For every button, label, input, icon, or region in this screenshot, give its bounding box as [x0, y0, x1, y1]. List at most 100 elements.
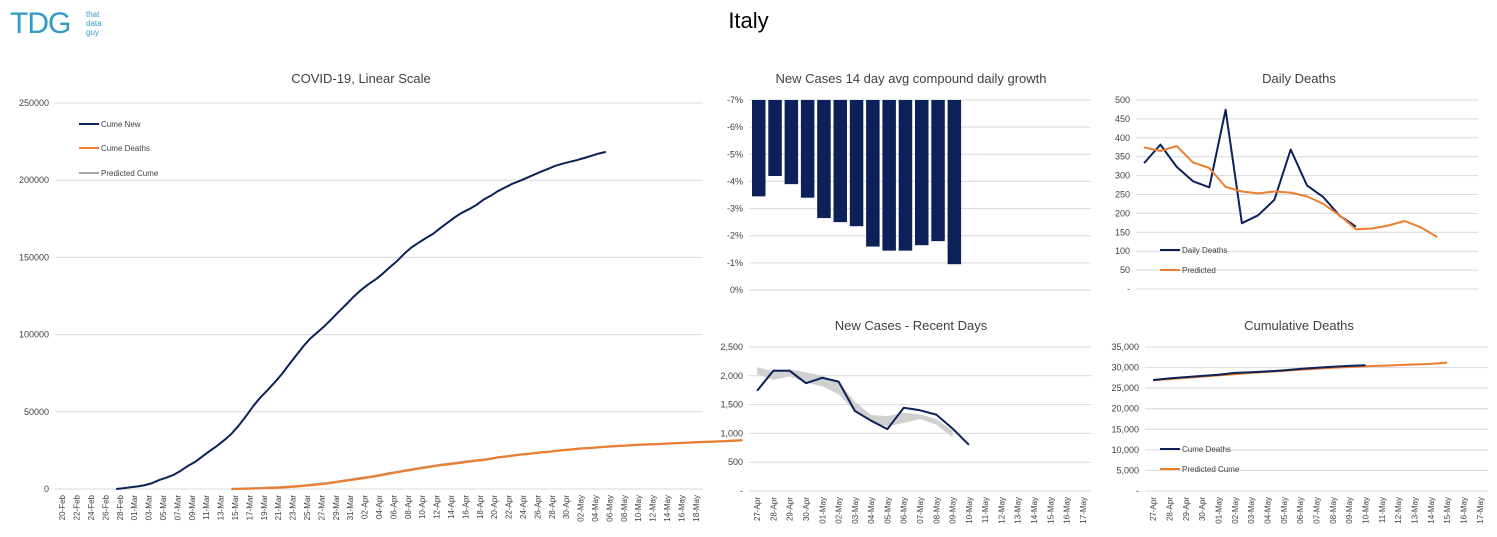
x-tick-label: 09-May	[949, 497, 958, 524]
x-tick-label: 12-May	[997, 497, 1006, 524]
y-tick-label: -4%	[727, 176, 743, 186]
bar	[752, 100, 766, 197]
x-tick-label: 13-May	[1014, 497, 1023, 524]
x-tick-label: 04-May	[867, 497, 876, 524]
legend-label: Predicted	[1182, 266, 1216, 275]
x-tick-label: 11-May	[1378, 497, 1387, 523]
x-tick-label: 16-Apr	[461, 495, 470, 519]
x-tick-label: 05-May	[1280, 497, 1289, 524]
x-tick-label: 20-Feb	[58, 494, 67, 520]
x-tick-label: 04-Apr	[375, 495, 384, 519]
x-tick-label: 08-Apr	[404, 495, 413, 519]
x-tick-label: 22-Apr	[505, 495, 514, 519]
x-tick-label: 15-Mar	[231, 495, 240, 521]
x-tick-label: 20-Apr	[490, 495, 499, 519]
y-tick-label: 15,000	[1111, 424, 1139, 434]
y-tick-label: -7%	[727, 95, 743, 105]
x-tick-label: 10-Apr	[418, 495, 427, 519]
x-tick-label: 11-May	[981, 497, 990, 523]
bar	[784, 100, 799, 185]
x-tick-label: 26-Feb	[101, 494, 110, 520]
chart-title: Daily Deaths	[1262, 71, 1336, 86]
x-tick-label: 02-May	[835, 497, 844, 524]
x-tick-label: 27-Apr	[753, 497, 762, 521]
tdg-logo: TDG that data guy	[10, 6, 110, 42]
y-tick-label: 500	[1115, 95, 1130, 105]
x-tick-label: 11-Mar	[202, 495, 211, 520]
x-tick-label: 29-Apr	[786, 497, 795, 521]
series-line	[1143, 108, 1357, 228]
x-tick-label: 08-May	[620, 495, 629, 522]
logo-tagline: that data guy	[86, 10, 102, 37]
x-tick-label: 16-May	[677, 495, 686, 522]
x-tick-label: 29-Mar	[332, 495, 341, 521]
logo-tagline-line: that	[86, 10, 100, 19]
x-tick-label: 29-Apr	[1182, 497, 1191, 521]
x-tick-label: 01-May	[1215, 497, 1224, 524]
legend-label: Predicted Cume	[101, 169, 159, 178]
x-tick-label: 30-Apr	[562, 495, 571, 519]
y-tick-label: 0	[44, 484, 49, 494]
x-tick-label: 18-Apr	[476, 495, 485, 519]
x-tick-label: 04-May	[591, 495, 600, 522]
x-tick-label: 07-Mar	[173, 495, 182, 521]
y-tick-label: -1%	[727, 258, 743, 268]
y-tick-label: 300	[1115, 171, 1130, 181]
x-tick-label: 28-Apr	[769, 497, 778, 521]
legend-label: Daily Deaths	[1182, 246, 1227, 255]
logo-wordmark: TDG	[10, 7, 71, 40]
x-tick-label: 24-Feb	[87, 494, 96, 520]
y-tick-label: 1,000	[720, 428, 743, 438]
x-tick-label: 01-Mar	[130, 495, 139, 521]
y-tick-label: -	[1127, 284, 1130, 294]
x-tick-label: 15-May	[1443, 497, 1452, 524]
x-tick-label: 24-Apr	[519, 495, 528, 519]
x-tick-label: 06-May	[605, 495, 614, 522]
x-tick-label: 17-May	[1079, 497, 1088, 524]
x-tick-label: 09-Mar	[188, 495, 197, 521]
x-tick-label: 13-May	[1411, 497, 1420, 524]
x-tick-label: 27-Apr	[1149, 497, 1158, 521]
y-tick-label: 5,000	[1116, 465, 1139, 475]
x-tick-label: 28-Feb	[116, 494, 125, 520]
x-tick-label: 28-Apr	[548, 495, 557, 519]
x-tick-label: 12-May	[1394, 497, 1403, 524]
series-line	[1143, 145, 1438, 239]
x-tick-label: 31-Mar	[346, 495, 355, 521]
legend-label: Cume New	[101, 120, 141, 129]
y-tick-label: -5%	[727, 149, 743, 159]
x-tick-label: 03-May	[851, 497, 860, 524]
x-tick-label: 16-May	[1460, 497, 1469, 524]
y-tick-label: 1,500	[720, 400, 743, 410]
chart-linear-scale: COVID-19, Linear Scale 0 50000 100000 150000…	[19, 71, 743, 522]
y-tick-label: -3%	[727, 204, 743, 214]
legend-label: Cume Deaths	[101, 144, 150, 153]
bar	[866, 100, 880, 247]
x-tick-label: 23-Mar	[289, 495, 298, 521]
series-line	[116, 150, 607, 490]
x-tick-label: 07-May	[1313, 497, 1322, 524]
x-tick-label: 18-May	[692, 495, 701, 522]
x-tick-label: 01-May	[818, 497, 827, 524]
series-line	[1153, 364, 1366, 381]
series-line	[756, 369, 970, 446]
bar	[882, 100, 896, 251]
x-tick-label: 03-May	[1247, 497, 1256, 524]
legend-label: Predicted Cume	[1182, 465, 1240, 474]
x-tick-label: 06-May	[1296, 497, 1305, 524]
y-tick-label: 100000	[19, 330, 49, 340]
x-tick-label: 12-Apr	[433, 495, 442, 519]
series-line	[1153, 361, 1448, 382]
series-line	[231, 439, 743, 491]
bar	[768, 100, 782, 176]
x-tick-label: 02-May	[1231, 497, 1240, 524]
chart-title: New Cases - Recent Days	[835, 318, 988, 333]
y-tick-label: 350	[1115, 152, 1130, 162]
x-tick-label: 10-May	[634, 495, 643, 522]
x-tick-label: 30-Apr	[802, 497, 811, 521]
y-tick-label: -	[1136, 486, 1139, 496]
x-tick-label: 05-Mar	[159, 495, 168, 521]
x-tick-label: 17-May	[1476, 497, 1485, 524]
